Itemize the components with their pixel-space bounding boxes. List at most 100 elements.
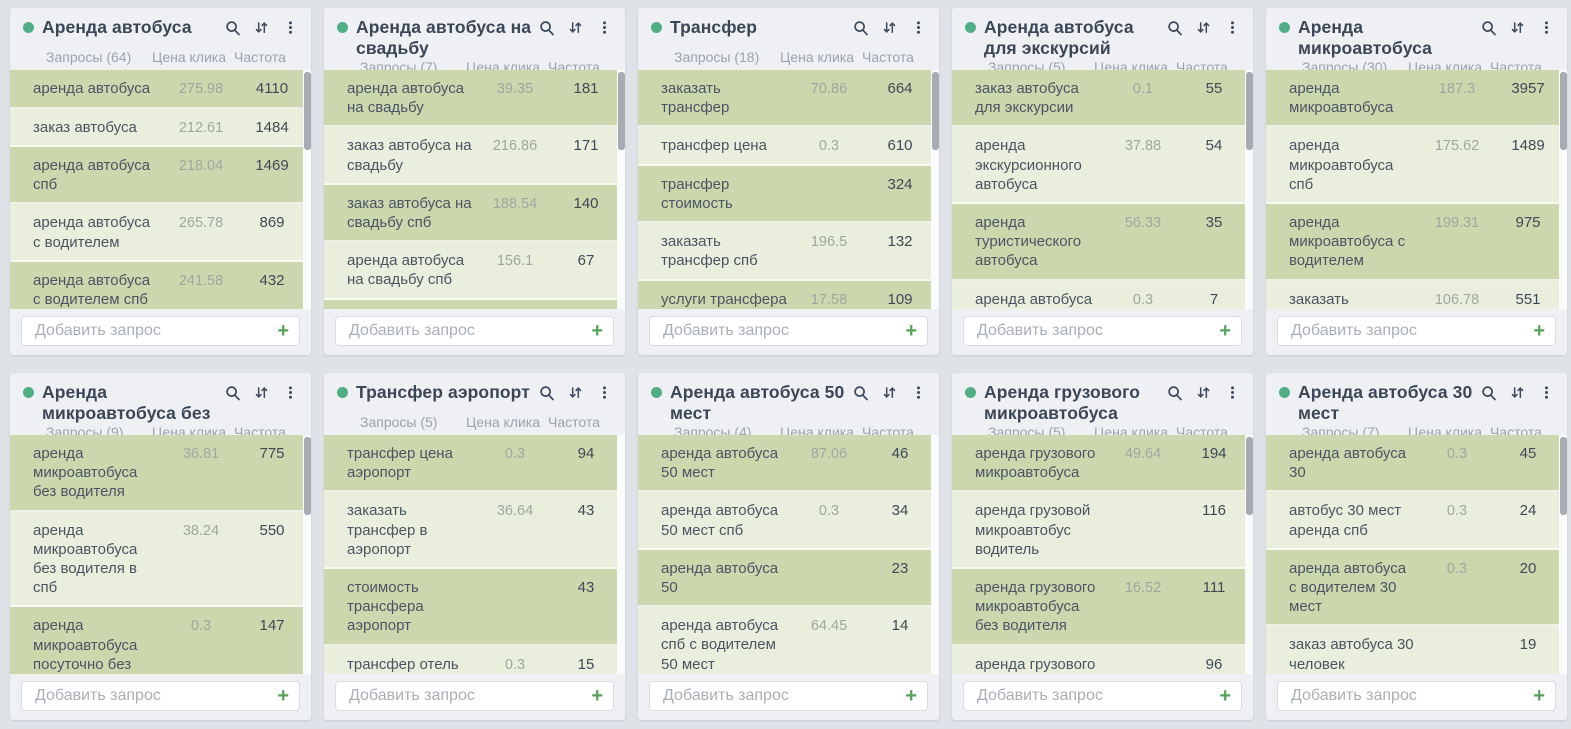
scrollbar-thumb[interactable] — [1246, 437, 1253, 515]
keyword-row[interactable]: аренда грузового микроавтобуса спб 96 — [952, 645, 1245, 674]
kebab-menu-icon[interactable] — [597, 20, 613, 36]
keyword-row[interactable]: заказ автобуса 212.61 1484 — [10, 108, 303, 148]
kebab-menu-icon[interactable] — [1225, 385, 1241, 401]
keyword-row[interactable]: аренда экскурсионного автобуса 37.88 54 — [952, 127, 1245, 204]
keyword-row[interactable]: заказать трансфер в аэропорт 36.64 43 — [324, 492, 617, 569]
search-icon[interactable] — [853, 20, 869, 36]
keyword-row[interactable]: заказ автобуса для экскурсии 0.1 55 — [952, 70, 1245, 128]
keyword-row[interactable]: аренда микроавтобуса 187.3 3957 — [1266, 70, 1559, 128]
sort-icon[interactable] — [254, 385, 270, 401]
add-query-input[interactable] — [33, 686, 272, 706]
search-icon[interactable] — [1167, 20, 1183, 36]
scrollbar-track[interactable] — [303, 435, 311, 674]
sort-icon[interactable] — [1196, 385, 1212, 401]
keyword-row[interactable]: аренда микроавтобуса без водителя в спб … — [10, 511, 303, 608]
keyword-row[interactable]: услуги трансфера 17.58 109 — [638, 280, 931, 309]
scrollbar-thumb[interactable] — [618, 72, 625, 150]
search-icon[interactable] — [1167, 385, 1183, 401]
scrollbar-thumb[interactable] — [304, 72, 311, 150]
scrollbar-track[interactable] — [303, 70, 311, 309]
keyword-row[interactable]: аренда автобуса 30 0.3 45 — [1266, 435, 1559, 493]
keyword-row[interactable]: аренда автобуса 50 мест 87.06 46 — [638, 435, 931, 493]
keyword-row[interactable]: аренда автобуса с водителем 265.78 869 — [10, 204, 303, 262]
kebab-menu-icon[interactable] — [911, 385, 927, 401]
sort-icon[interactable] — [882, 385, 898, 401]
keyword-row[interactable]: аренда автобуса 275.98 4110 — [10, 70, 303, 109]
add-query-input[interactable] — [1289, 321, 1528, 341]
plus-icon[interactable]: + — [1533, 320, 1545, 342]
scrollbar-track[interactable] — [1245, 70, 1253, 309]
keyword-row[interactable]: аренда микроавтобуса без водителя 36.81 … — [10, 435, 303, 512]
sort-icon[interactable] — [568, 20, 584, 36]
scrollbar-track[interactable] — [617, 70, 625, 309]
scrollbar-thumb[interactable] — [304, 437, 311, 515]
scrollbar-track[interactable] — [931, 70, 939, 309]
add-query-input[interactable] — [661, 686, 900, 706]
search-icon[interactable] — [853, 385, 869, 401]
add-query-input[interactable] — [347, 321, 586, 341]
plus-icon[interactable]: + — [1219, 320, 1231, 342]
keyword-row[interactable]: заказать трансфер спб 196.5 132 — [638, 223, 931, 281]
search-icon[interactable] — [539, 385, 555, 401]
plus-icon[interactable]: + — [905, 685, 917, 707]
keyword-row[interactable]: заказ автобуса 30 человек 19 — [1266, 626, 1559, 674]
keyword-row[interactable]: аренда туристического автобуса 56.33 35 — [952, 203, 1245, 281]
search-icon[interactable] — [539, 20, 555, 36]
sort-icon[interactable] — [1196, 20, 1212, 36]
keyword-row[interactable]: трансфер цена аэропорт 0.3 94 — [324, 435, 617, 493]
keyword-row[interactable]: автобус 30 мест аренда спб 0.3 24 — [1266, 492, 1559, 550]
kebab-menu-icon[interactable] — [911, 20, 927, 36]
add-query-input[interactable] — [975, 686, 1214, 706]
search-icon[interactable] — [1481, 385, 1497, 401]
keyword-row[interactable]: заказ автобуса на свадьбу 216.86 171 — [324, 127, 617, 185]
kebab-menu-icon[interactable] — [1539, 385, 1555, 401]
plus-icon[interactable]: + — [591, 685, 603, 707]
scrollbar-thumb[interactable] — [1560, 437, 1567, 515]
plus-icon[interactable]: + — [1533, 685, 1545, 707]
keyword-row[interactable]: аренда автобуса с водителем спб 241.58 4… — [10, 261, 303, 309]
search-icon[interactable] — [225, 20, 241, 36]
keyword-row[interactable]: трансфер стоимость 324 — [638, 165, 931, 224]
sort-icon[interactable] — [568, 385, 584, 401]
keyword-row[interactable]: заказ автобуса на свадьбу спб 188.54 140 — [324, 184, 617, 243]
plus-icon[interactable]: + — [277, 320, 289, 342]
keyword-row[interactable]: аренда автобуса 50 мест спб 0.3 34 — [638, 492, 931, 550]
keyword-row[interactable]: заказать микроавтобус 106.78 551 — [1266, 280, 1559, 309]
keyword-row[interactable]: аренда автобуса на свадьбу спб 156.1 67 — [324, 242, 617, 300]
kebab-menu-icon[interactable] — [283, 20, 299, 36]
search-icon[interactable] — [1481, 20, 1497, 36]
add-query-input[interactable] — [661, 321, 900, 341]
add-query-input[interactable] — [347, 686, 586, 706]
plus-icon[interactable]: + — [591, 320, 603, 342]
add-query-input[interactable] — [1289, 686, 1528, 706]
keyword-row[interactable]: аренда грузовой микроавтобус водитель 11… — [952, 492, 1245, 569]
scrollbar-track[interactable] — [1245, 435, 1253, 674]
keyword-row[interactable]: аренда автобуса с водителем 30 мест 0.3 … — [1266, 549, 1559, 627]
keyword-row[interactable]: аренда автобуса 50 23 — [638, 549, 931, 608]
keyword-row[interactable]: заказать трансфер 70.86 664 — [638, 70, 931, 128]
sort-icon[interactable] — [1510, 385, 1526, 401]
keyword-row[interactable]: аренда микроавтобуса с водителем 199.31 … — [1266, 203, 1559, 281]
keyword-row[interactable]: аренда автобуса на свадьбу 39.35 181 — [324, 70, 617, 128]
scrollbar-thumb[interactable] — [1560, 72, 1567, 150]
scrollbar-track[interactable] — [931, 435, 939, 674]
scrollbar-thumb[interactable] — [932, 72, 939, 150]
scrollbar-track[interactable] — [1559, 70, 1567, 309]
plus-icon[interactable]: + — [1219, 685, 1231, 707]
add-query-input[interactable] — [975, 321, 1214, 341]
plus-icon[interactable]: + — [277, 685, 289, 707]
keyword-row[interactable]: аренда грузового микроавтобуса 49.64 194 — [952, 435, 1245, 493]
keyword-row[interactable]: аренда автобуса спб с водителем 50 мест … — [638, 607, 931, 674]
kebab-menu-icon[interactable] — [1225, 20, 1241, 36]
keyword-row[interactable]: аренда грузового микроавтобуса без водит… — [952, 568, 1245, 646]
search-icon[interactable] — [225, 385, 241, 401]
kebab-menu-icon[interactable] — [597, 385, 613, 401]
plus-icon[interactable]: + — [905, 320, 917, 342]
keyword-row[interactable]: трансфер цена 0.3 610 — [638, 127, 931, 166]
sort-icon[interactable] — [1510, 20, 1526, 36]
scrollbar-thumb[interactable] — [1246, 72, 1253, 150]
keyword-row[interactable]: аренда микроавтобуса спб 175.62 1489 — [1266, 127, 1559, 204]
kebab-menu-icon[interactable] — [283, 385, 299, 401]
keyword-row[interactable]: аренда автобуса для экскурсии 0.3 7 — [952, 280, 1245, 309]
keyword-row[interactable]: аренда автобуса спб 218.04 1469 — [10, 147, 303, 205]
